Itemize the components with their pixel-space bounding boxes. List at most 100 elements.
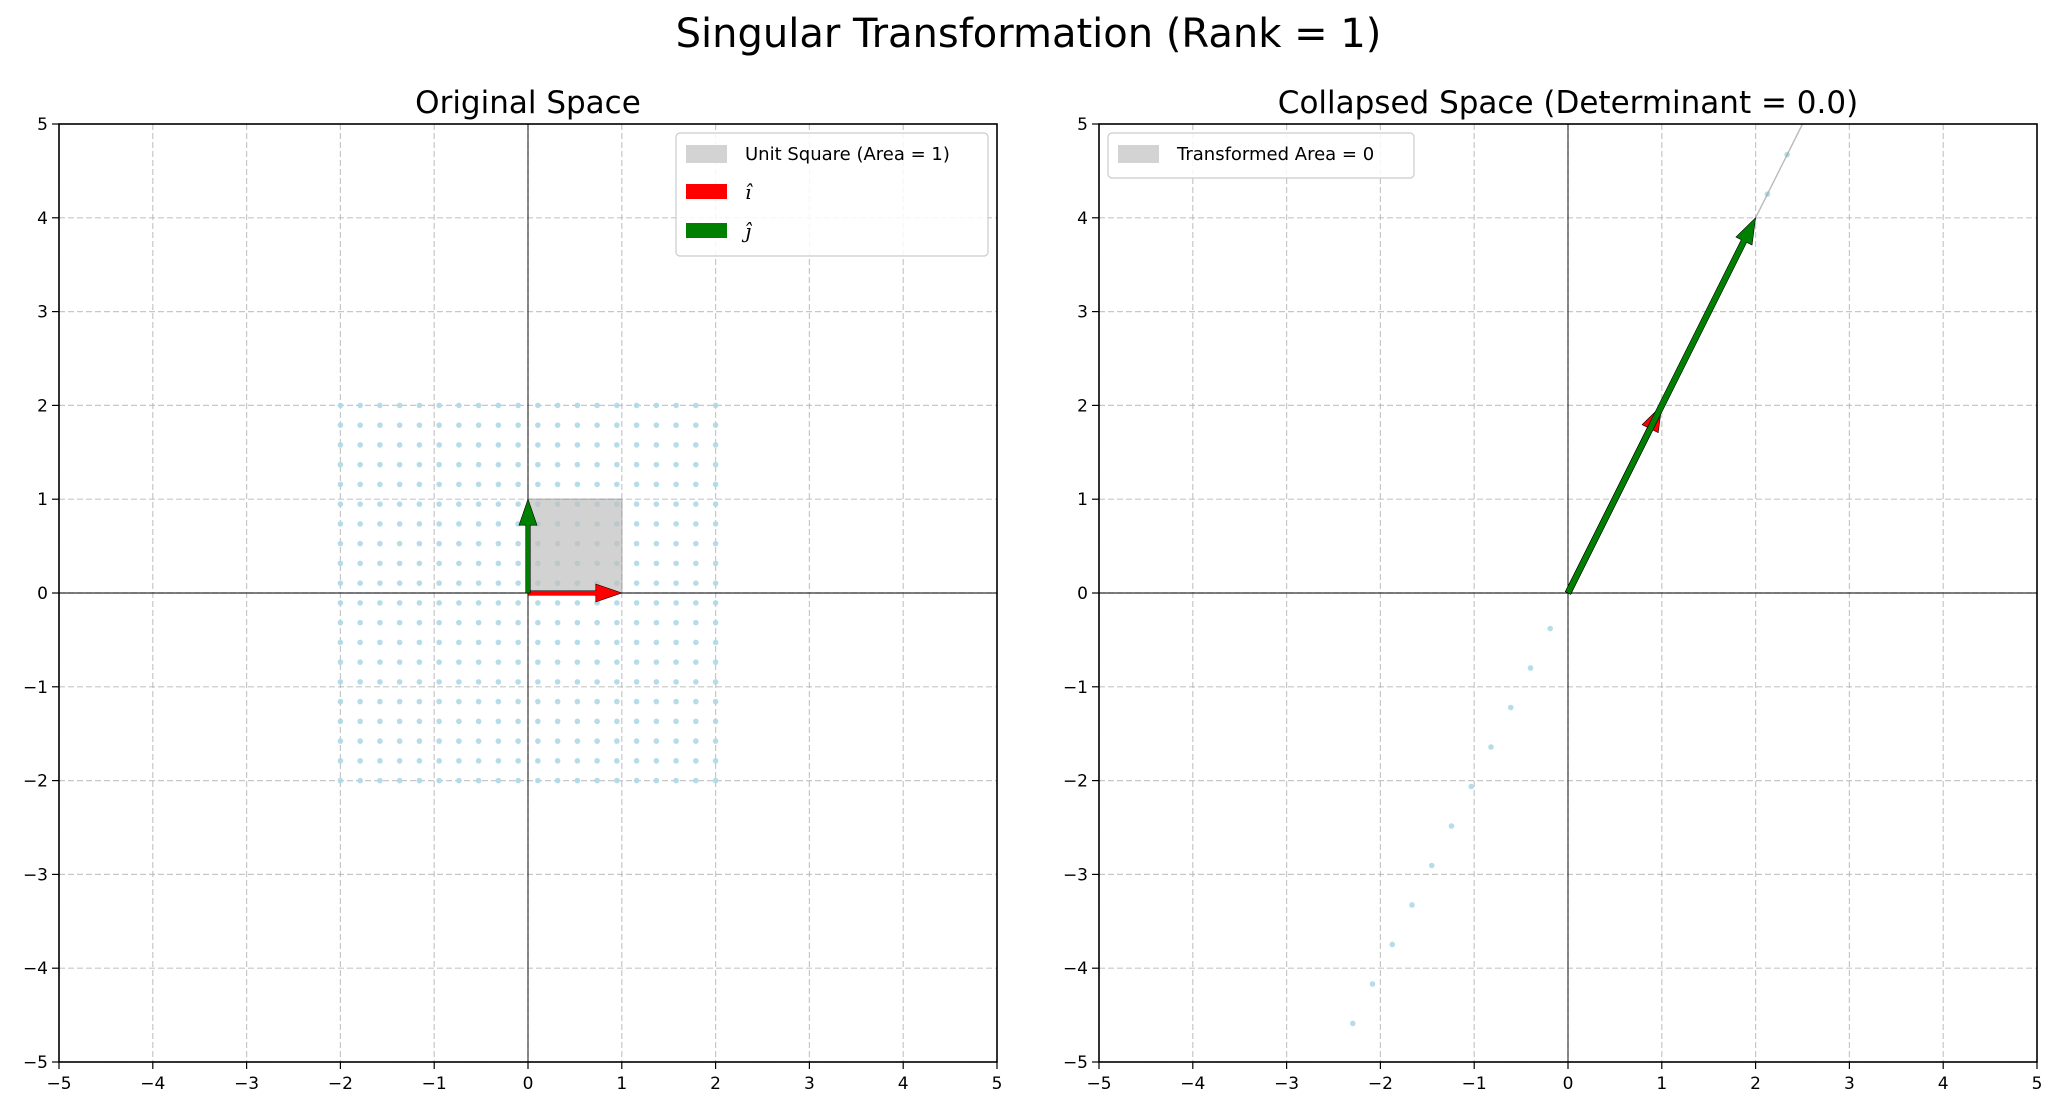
y-tick-label: 3	[37, 303, 48, 323]
grid-point	[495, 402, 502, 409]
grid-point	[693, 580, 699, 586]
x-tick-label: 0	[523, 1074, 534, 1094]
x-tick-label: 4	[1938, 1074, 1949, 1094]
grid-point	[436, 639, 442, 646]
grid-point	[396, 758, 403, 764]
grid-point	[377, 402, 383, 409]
grid-point	[475, 461, 482, 468]
grid-point	[693, 738, 699, 744]
grid-point	[712, 659, 719, 665]
grid-point	[475, 777, 482, 784]
x-tick-label: −3	[1274, 1074, 1299, 1094]
grid-point	[535, 442, 541, 448]
grid-point	[436, 698, 442, 705]
grid-point	[416, 580, 423, 586]
y-tick-label: 2	[1077, 396, 1088, 416]
grid-point	[515, 600, 521, 606]
grid-point	[436, 659, 442, 665]
grid-point	[436, 718, 442, 725]
legend-area-swatch	[686, 145, 727, 163]
grid-point	[436, 402, 442, 409]
grid-point	[456, 481, 462, 488]
y-tick-label: −5	[23, 1053, 48, 1073]
grid-point	[495, 679, 502, 685]
grid-point	[673, 580, 679, 586]
grid-point	[475, 659, 482, 665]
grid-point	[614, 738, 620, 744]
grid-point	[653, 639, 660, 646]
grid-point	[357, 580, 363, 586]
grid-point	[416, 718, 423, 725]
grid-point	[712, 600, 719, 606]
grid-point	[357, 639, 363, 646]
grid-point	[633, 540, 640, 547]
grid-point	[633, 679, 640, 685]
legend: Transformed Area = 0	[1107, 132, 1415, 179]
grid-point	[594, 639, 600, 646]
grid-point	[475, 600, 482, 606]
grid-point	[614, 619, 620, 626]
grid-point	[396, 639, 403, 646]
i-hat-vector	[527, 583, 623, 603]
grid-point	[456, 422, 462, 428]
grid-point	[337, 442, 344, 448]
grid-point	[515, 718, 521, 725]
grid-point	[416, 442, 423, 448]
grid-point	[594, 402, 600, 409]
grid-point	[337, 718, 344, 725]
grid-point	[456, 442, 462, 448]
grid-point	[653, 521, 660, 527]
x-tick-label: −5	[1086, 1074, 1111, 1094]
grid-point	[633, 619, 640, 626]
grid-point	[416, 501, 423, 507]
grid-point	[416, 738, 423, 744]
grid-point	[396, 619, 403, 626]
axes-title: Collapsed Space (Determinant = 0.0)	[1278, 85, 1858, 121]
grid-point	[515, 639, 521, 646]
grid-point	[357, 442, 363, 448]
grid-point	[554, 718, 561, 725]
grid-point	[495, 560, 502, 567]
grid-point	[633, 698, 640, 705]
grid-point	[475, 501, 482, 507]
grid-point	[535, 481, 541, 488]
x-tick-label: −1	[1462, 1074, 1487, 1094]
grid-point	[396, 698, 403, 705]
y-tick-label: −5	[1063, 1053, 1088, 1073]
grid-point	[673, 600, 679, 606]
y-tick-label: 1	[37, 490, 48, 510]
grid-point	[554, 698, 561, 705]
grid-point	[456, 738, 462, 744]
grid-point	[515, 461, 521, 468]
grid-point	[436, 560, 442, 567]
grid-point	[515, 619, 521, 626]
grid-point	[633, 521, 640, 527]
grid-point	[396, 718, 403, 725]
grid-point	[574, 738, 581, 744]
grid-point	[653, 461, 660, 468]
grid-point	[377, 540, 383, 547]
grid-point	[475, 540, 482, 547]
grid-point	[693, 422, 699, 428]
grid-point	[495, 600, 502, 606]
grid-point	[337, 540, 344, 547]
grid-point	[535, 659, 541, 665]
legend-vector-swatch	[686, 184, 727, 199]
y-tick-label: −4	[23, 959, 48, 979]
grid-point	[594, 422, 600, 428]
grid-point	[693, 461, 699, 468]
grid-point	[337, 481, 344, 488]
grid-point	[653, 600, 660, 606]
grid-point	[535, 600, 541, 606]
y-tick-label: 0	[1077, 584, 1088, 604]
grid-point	[396, 659, 403, 665]
grid-point	[633, 501, 640, 507]
grid-point	[456, 461, 462, 468]
grid-point	[653, 402, 660, 409]
grid-point	[377, 738, 383, 744]
grid-point	[554, 422, 561, 428]
y-tick-label: −1	[1063, 678, 1088, 698]
grid-point	[337, 698, 344, 705]
grid-point	[515, 442, 521, 448]
grid-point	[495, 540, 502, 547]
